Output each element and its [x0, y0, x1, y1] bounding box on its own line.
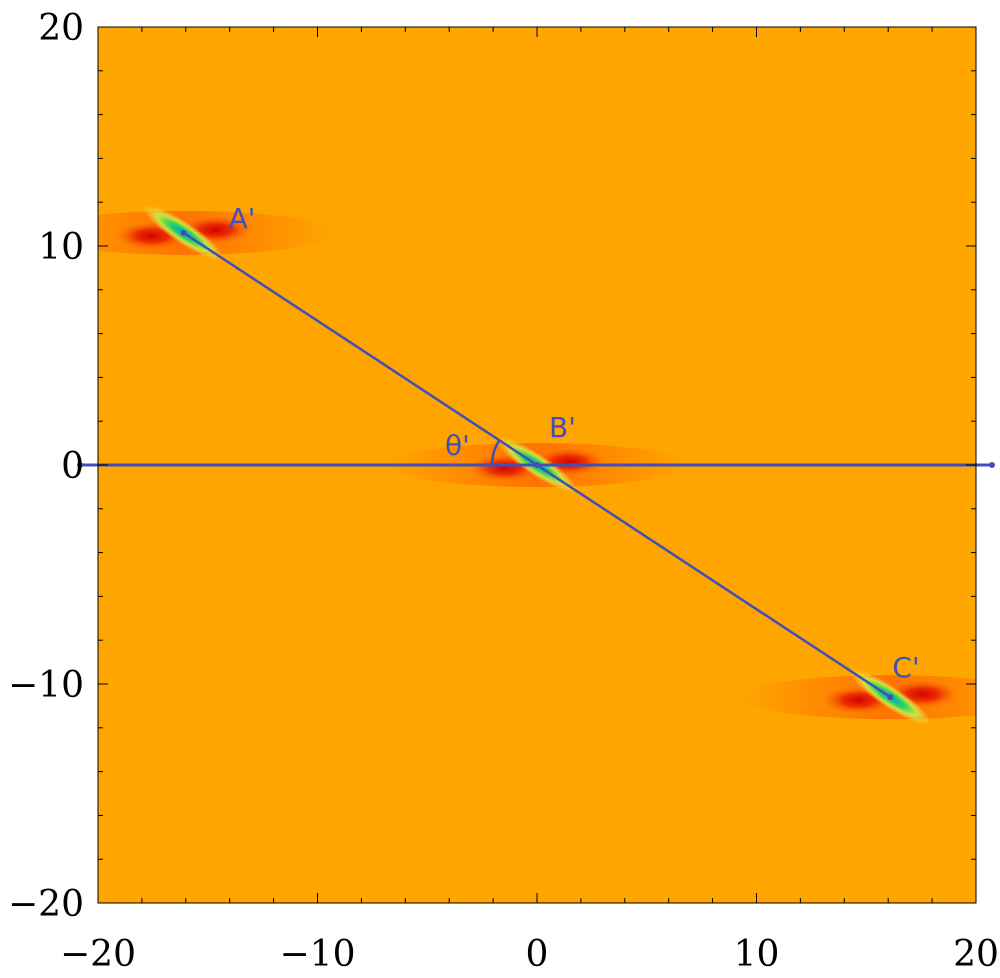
- y-tick-label: 10: [38, 227, 84, 268]
- point-marker-2: [887, 694, 894, 701]
- angle-arc: [490, 439, 501, 466]
- y-tick-label: −20: [8, 884, 84, 925]
- x-tick-label: 10: [734, 934, 780, 975]
- y-tick-label: 20: [38, 8, 84, 49]
- horizontal-line-end-left: [77, 462, 83, 468]
- angle-label: θ': [445, 429, 470, 462]
- y-tick-label: 0: [61, 446, 84, 487]
- x-tick-label: −20: [60, 934, 136, 975]
- y-tick-label: −10: [8, 665, 84, 706]
- x-tick-label: 20: [953, 934, 999, 975]
- point-label: A': [229, 202, 256, 235]
- point-marker-0: [180, 229, 187, 236]
- point-label: B': [549, 411, 576, 444]
- point-marker-1: [534, 462, 540, 468]
- x-tick-label: −10: [280, 934, 356, 975]
- horizontal-line-end-right: [989, 462, 995, 468]
- x-tick-label: 0: [526, 934, 549, 975]
- point-label: C': [892, 651, 919, 684]
